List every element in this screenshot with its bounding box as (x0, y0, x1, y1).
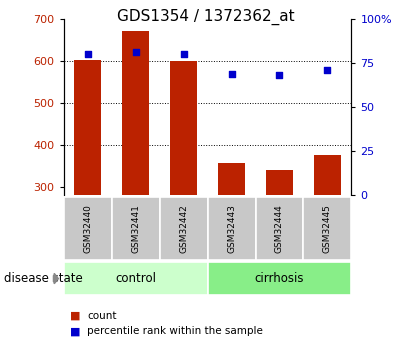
Text: percentile rank within the sample: percentile rank within the sample (87, 326, 263, 336)
Bar (171, 61, 197, 195)
Bar (74, 60, 101, 195)
Text: GSM32445: GSM32445 (323, 204, 332, 253)
Text: GSM32440: GSM32440 (83, 204, 92, 253)
Point (84, 51, 91, 57)
Text: ■: ■ (70, 326, 81, 336)
Bar (122, 31, 149, 195)
Text: GSM32441: GSM32441 (131, 204, 140, 253)
Text: GSM32444: GSM32444 (275, 204, 284, 253)
Bar (218, 162, 245, 195)
Text: count: count (87, 311, 117, 321)
Text: GSM32442: GSM32442 (179, 204, 188, 253)
Point (324, 67, 331, 73)
Text: GDS1354 / 1372362_at: GDS1354 / 1372362_at (117, 9, 294, 25)
Text: cirrhosis: cirrhosis (255, 272, 304, 285)
Text: control: control (115, 272, 156, 285)
Text: GSM32443: GSM32443 (227, 204, 236, 253)
Point (228, 71, 235, 76)
Bar (266, 170, 293, 195)
Text: disease state: disease state (4, 272, 83, 285)
Text: ■: ■ (70, 311, 81, 321)
Point (180, 51, 187, 57)
Point (276, 72, 283, 78)
Point (132, 50, 139, 55)
Bar (314, 155, 341, 195)
